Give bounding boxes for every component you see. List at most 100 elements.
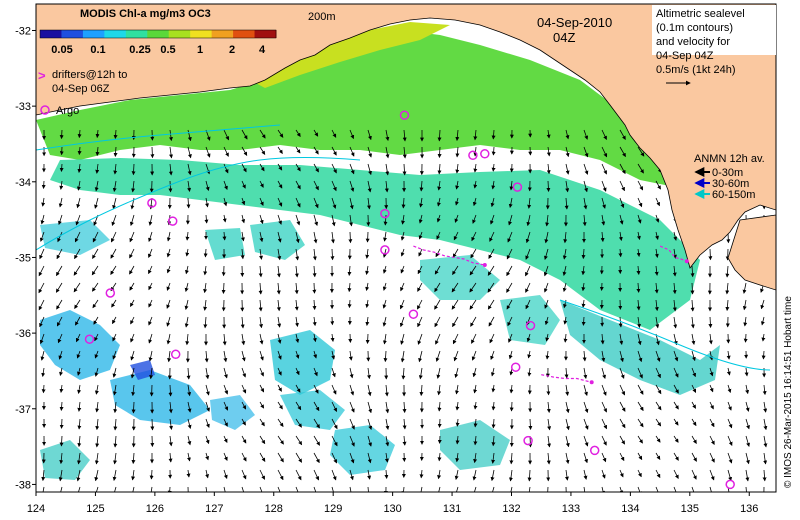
velocity-arrow xyxy=(726,367,731,376)
altimetry-line-2: (0.1m contours) xyxy=(656,22,733,34)
velocity-arrow xyxy=(59,435,64,447)
y-tick-label: -37 xyxy=(15,404,31,416)
velocity-arrow xyxy=(526,214,531,227)
velocity-arrow xyxy=(58,350,63,360)
argo-float-marker xyxy=(525,320,536,331)
velocity-arrow xyxy=(744,367,749,377)
velocity-arrow xyxy=(112,469,117,481)
velocity-arrow xyxy=(508,197,513,209)
velocity-arrow xyxy=(39,316,45,328)
argo-float-marker xyxy=(589,445,600,456)
velocity-arrow xyxy=(223,401,229,411)
velocity-arrow xyxy=(223,180,228,191)
velocity-arrow xyxy=(385,418,390,430)
velocity-arrow xyxy=(727,469,733,482)
velocity-arrow xyxy=(564,469,569,481)
velocity-arrow xyxy=(488,316,495,327)
colorbar-tick-label: 2 xyxy=(229,44,235,56)
velocity-arrow xyxy=(60,486,63,492)
velocity-arrow xyxy=(544,316,549,326)
argo-float-marker xyxy=(167,216,178,226)
velocity-arrow xyxy=(454,367,459,379)
velocity-arrow xyxy=(600,231,605,243)
velocity-arrow xyxy=(73,265,81,276)
velocity-arrow xyxy=(473,129,478,141)
velocity-arrow xyxy=(277,418,284,428)
velocity-arrow xyxy=(452,248,459,258)
drifter-legend-marker: > xyxy=(38,68,46,83)
velocity-arrow xyxy=(469,265,477,276)
velocity-arrow xyxy=(149,469,154,480)
velocity-arrow xyxy=(525,265,531,277)
velocity-arrow xyxy=(367,180,372,193)
velocity-arrow xyxy=(348,231,353,244)
x-tick-label: 136 xyxy=(740,503,758,515)
velocity-arrow xyxy=(564,367,569,379)
velocity-arrow xyxy=(74,231,81,243)
velocity-arrow xyxy=(187,180,192,192)
velocity-arrow xyxy=(166,333,171,345)
velocity-arrow xyxy=(672,299,677,312)
velocity-arrow xyxy=(259,163,265,172)
velocity-arrow xyxy=(241,401,247,410)
velocity-arrow xyxy=(331,435,338,447)
velocity-arrow xyxy=(601,214,606,226)
velocity-arrow xyxy=(39,248,45,260)
velocity-arrow xyxy=(59,384,64,393)
velocity-arrow xyxy=(491,163,496,172)
velocity-arrow xyxy=(129,265,135,275)
velocity-arrow xyxy=(583,401,589,414)
velocity-arrow xyxy=(276,265,281,278)
velocity-arrow xyxy=(313,197,319,209)
velocity-arrow xyxy=(38,299,45,311)
velocity-arrow xyxy=(582,350,587,362)
velocity-arrow xyxy=(167,486,172,492)
velocity-arrow xyxy=(654,265,659,276)
velocity-arrow xyxy=(277,214,282,225)
velocity-arrow xyxy=(690,265,695,278)
velocity-arrow xyxy=(690,282,695,295)
velocity-arrow xyxy=(186,197,191,209)
colorbar-tick-label: 0.5 xyxy=(160,44,175,56)
velocity-arrow xyxy=(313,486,317,492)
x-tick-label: 126 xyxy=(146,503,164,515)
velocity-arrow xyxy=(241,214,246,224)
velocity-arrow xyxy=(417,282,423,292)
velocity-arrow xyxy=(546,401,551,413)
velocity-arrow xyxy=(56,265,63,277)
velocity-arrow xyxy=(636,231,641,241)
velocity-arrow xyxy=(402,401,407,414)
velocity-arrow xyxy=(672,265,677,277)
velocity-arrow xyxy=(655,214,660,223)
velocity-arrow xyxy=(655,367,661,379)
chl-patch-mid-3 xyxy=(205,228,245,260)
velocity-arrow xyxy=(185,248,190,257)
velocity-arrow xyxy=(637,486,642,492)
velocity-arrow xyxy=(203,299,208,311)
velocity-arrow xyxy=(434,299,441,310)
velocity-arrow xyxy=(434,316,441,328)
velocity-arrow xyxy=(130,333,135,343)
velocity-arrow xyxy=(367,418,373,431)
velocity-arrow xyxy=(59,180,64,190)
velocity-arrow xyxy=(471,333,477,344)
velocity-arrow xyxy=(113,146,118,157)
velocity-arrow xyxy=(131,384,136,397)
altimetry-line-3: and velocity for xyxy=(656,36,730,48)
velocity-arrow xyxy=(367,401,373,414)
velocity-arrow xyxy=(294,316,299,328)
velocity-arrow xyxy=(111,299,117,308)
velocity-arrow xyxy=(418,248,423,257)
velocity-arrow xyxy=(473,418,478,428)
velocity-arrow xyxy=(241,146,248,156)
velocity-arrow xyxy=(401,214,406,225)
velocity-arrow xyxy=(259,452,266,462)
velocity-arrow xyxy=(727,452,733,464)
velocity-arrow xyxy=(763,418,768,431)
argo-float-marker xyxy=(147,198,157,208)
velocity-arrow xyxy=(473,435,478,446)
velocity-arrow xyxy=(490,469,495,482)
velocity-arrow xyxy=(295,350,300,359)
velocity-arrow xyxy=(95,163,100,174)
velocity-arrow xyxy=(506,282,513,293)
